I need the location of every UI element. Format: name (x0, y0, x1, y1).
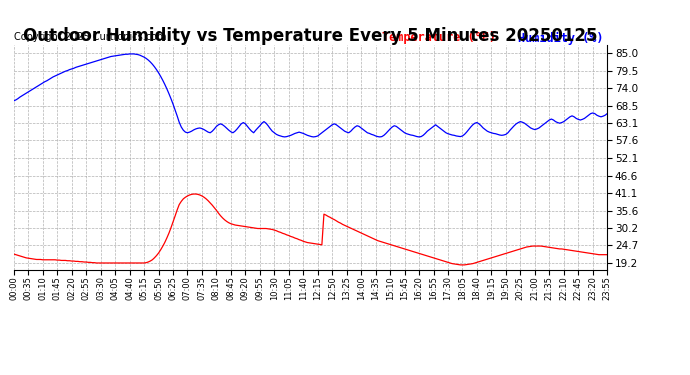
Title: Outdoor Humidity vs Temperature Every 5 Minutes 20250125: Outdoor Humidity vs Temperature Every 5 … (23, 27, 598, 45)
Text: Copyright 2025 Curtronics.com: Copyright 2025 Curtronics.com (14, 32, 166, 42)
Text: Temperature (°F): Temperature (°F) (382, 32, 495, 45)
Text: Humidity (%): Humidity (%) (518, 32, 604, 45)
